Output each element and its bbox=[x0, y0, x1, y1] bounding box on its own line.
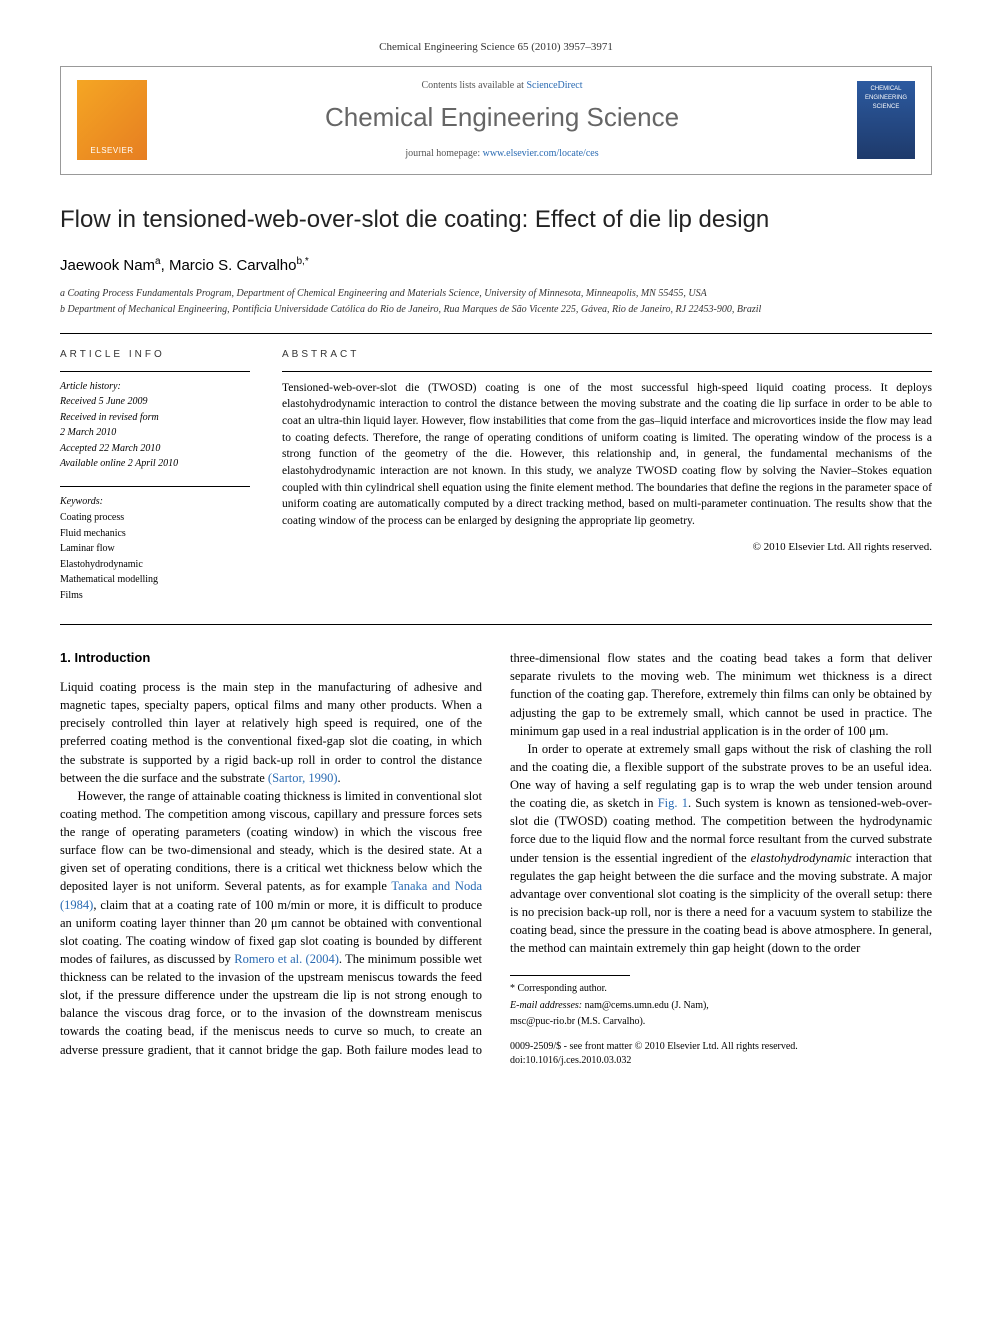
history-line: Received in revised form bbox=[60, 411, 250, 426]
contents-line: Contents lists available at ScienceDirec… bbox=[163, 79, 841, 94]
rule-bottom bbox=[60, 624, 932, 625]
body-text: . bbox=[338, 771, 341, 785]
keyword: Laminar flow bbox=[60, 542, 250, 557]
history-head: Article history: bbox=[60, 380, 250, 395]
body-text: . Such system is known as tensioned-web-… bbox=[510, 796, 932, 955]
homepage-line: journal homepage: www.elsevier.com/locat… bbox=[163, 147, 841, 162]
homepage-prefix: journal homepage: bbox=[405, 148, 482, 159]
footnote-rule bbox=[510, 975, 630, 976]
history-line: Available online 2 April 2010 bbox=[60, 457, 250, 472]
citation-link[interactable]: Romero et al. (2004) bbox=[234, 952, 339, 966]
keyword: Films bbox=[60, 589, 250, 604]
contents-prefix: Contents lists available at bbox=[421, 80, 526, 91]
abstract-copyright: © 2010 Elsevier Ltd. All rights reserved… bbox=[282, 540, 932, 556]
keyword: Coating process bbox=[60, 511, 250, 526]
history-line: 2 March 2010 bbox=[60, 426, 250, 441]
homepage-link[interactable]: www.elsevier.com/locate/ces bbox=[483, 148, 599, 159]
email: nam@cems.umn.edu (J. Nam), bbox=[585, 1000, 709, 1011]
article-info-block: ARTICLE INFO Article history: Received 5… bbox=[60, 348, 250, 604]
affiliation-b: b Department of Mechanical Engineering, … bbox=[60, 303, 932, 318]
front-matter-line: 0009-2509/$ - see front matter © 2010 El… bbox=[510, 1040, 932, 1055]
keywords-head: Keywords: bbox=[60, 495, 250, 510]
footnotes: * Corresponding author. E-mail addresses… bbox=[510, 982, 932, 1030]
article-title: Flow in tensioned-web-over-slot die coat… bbox=[60, 203, 932, 238]
corresponding-author: * Corresponding author. bbox=[510, 982, 932, 997]
abstract-text: Tensioned-web-over-slot die (TWOSD) coat… bbox=[282, 380, 932, 530]
citation-link[interactable]: (Sartor, 1990) bbox=[268, 771, 338, 785]
doi-block: 0009-2509/$ - see front matter © 2010 El… bbox=[510, 1040, 932, 1069]
journal-cover-thumb: CHEMICAL ENGINEERING SCIENCE bbox=[857, 81, 915, 159]
history-line: Accepted 22 March 2010 bbox=[60, 442, 250, 457]
email-label: E-mail addresses: bbox=[510, 1000, 582, 1011]
journal-name: Chemical Engineering Science bbox=[163, 99, 841, 137]
article-info-heading: ARTICLE INFO bbox=[60, 348, 250, 363]
rule-top bbox=[60, 333, 932, 334]
email: msc@puc-rio.br (M.S. Carvalho). bbox=[510, 1015, 932, 1030]
body-text: Liquid coating process is the main step … bbox=[60, 680, 482, 785]
authors: Jaewook Nama, Marcio S. Carvalhob,* bbox=[60, 255, 932, 277]
keyword: Mathematical modelling bbox=[60, 573, 250, 588]
keyword: Elastohydrodynamic bbox=[60, 558, 250, 573]
body-paragraph: Liquid coating process is the main step … bbox=[60, 678, 482, 787]
body-paragraph: In order to operate at extremely small g… bbox=[510, 740, 932, 958]
affiliations: a Coating Process Fundamentals Program, … bbox=[60, 287, 932, 317]
keyword: Fluid mechanics bbox=[60, 527, 250, 542]
article-body: 1. Introduction Liquid coating process i… bbox=[60, 649, 932, 1069]
doi-line: doi:10.1016/j.ces.2010.03.032 bbox=[510, 1054, 932, 1069]
section-heading: 1. Introduction bbox=[60, 649, 482, 668]
journal-header: ELSEVIER Contents lists available at Sci… bbox=[60, 66, 932, 175]
abstract-block: ABSTRACT Tensioned-web-over-slot die (TW… bbox=[282, 348, 932, 604]
body-text: However, the range of attainable coating… bbox=[60, 789, 482, 894]
publisher-logo: ELSEVIER bbox=[77, 80, 147, 160]
abstract-heading: ABSTRACT bbox=[282, 348, 932, 363]
history-line: Received 5 June 2009 bbox=[60, 395, 250, 410]
sciencedirect-link[interactable]: ScienceDirect bbox=[526, 80, 582, 91]
running-head: Chemical Engineering Science 65 (2010) 3… bbox=[60, 40, 932, 56]
figure-link[interactable]: Fig. 1 bbox=[658, 796, 688, 810]
affiliation-a: a Coating Process Fundamentals Program, … bbox=[60, 287, 932, 302]
